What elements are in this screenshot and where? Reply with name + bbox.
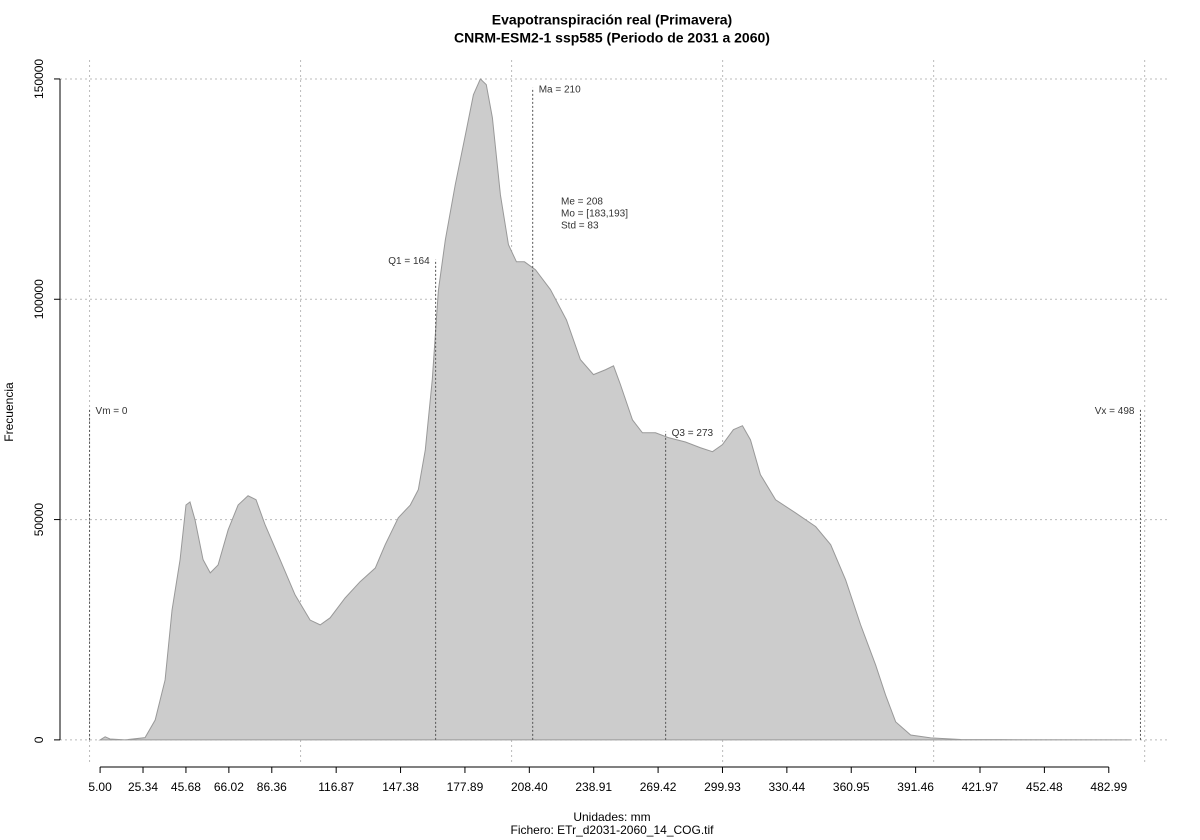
x-tick-label: 25.34	[128, 780, 158, 794]
x-tick-label: 86.36	[257, 780, 287, 794]
x-tick-label: 269.42	[640, 780, 677, 794]
density-area	[98, 78, 1131, 741]
chart-title: Evapotranspiración real (Primavera)	[492, 12, 732, 28]
file-label: Fichero: ETr_d2031-2060_14_COG.tif	[511, 823, 715, 837]
x-tick-label: 147.38	[382, 780, 419, 794]
y-tick-label: 50000	[32, 503, 46, 537]
x-tick-label: 421.97	[962, 780, 999, 794]
annotation-label: Ma = 210	[539, 84, 581, 95]
y-axis-label: Frecuencia	[2, 382, 16, 442]
x-tick-label: 45.68	[171, 780, 201, 794]
annotation-label: Q1 = 164	[388, 256, 430, 267]
x-tick-label: 177.89	[447, 780, 484, 794]
x-tick-label: 208.40	[511, 780, 548, 794]
annotation-label: Vm = 0	[96, 406, 128, 417]
stat-label: Std = 83	[561, 221, 599, 232]
annotation-label: Q3 = 273	[672, 428, 714, 439]
x-tick-label: 452.48	[1026, 780, 1063, 794]
y-tick-label: 0	[32, 736, 46, 743]
y-tick-label: 150000	[32, 59, 46, 99]
x-tick-label: 66.02	[214, 780, 244, 794]
x-axis-label: Unidades: mm	[573, 810, 650, 824]
annotation-label: Vx = 498	[1095, 406, 1135, 417]
stat-label: Mo = [183,193]	[561, 209, 628, 220]
x-tick-label: 330.44	[769, 780, 806, 794]
x-tick-label: 5.00	[88, 780, 112, 794]
x-tick-label: 391.46	[897, 780, 934, 794]
x-tick-label: 116.87	[318, 780, 354, 794]
x-tick-label: 238.91	[575, 780, 612, 794]
y-tick-label: 100000	[32, 279, 46, 319]
stat-label: Me = 208	[561, 197, 603, 208]
x-tick-label: 360.95	[833, 780, 870, 794]
x-tick-label: 482.99	[1090, 780, 1127, 794]
chart-subtitle: CNRM-ESM2-1 ssp585 (Periodo de 2031 a 20…	[454, 30, 770, 46]
x-tick-label: 299.93	[704, 780, 741, 794]
